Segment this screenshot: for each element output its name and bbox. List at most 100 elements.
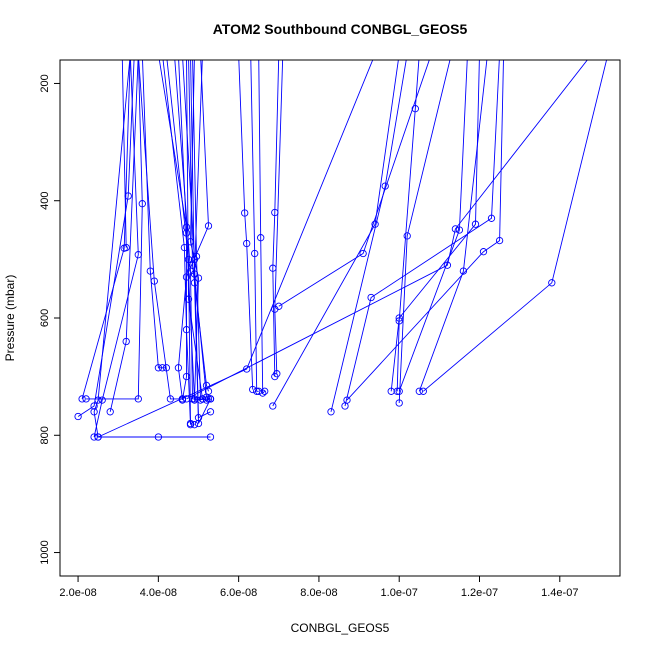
data-point: [259, 389, 267, 397]
data-point: [395, 399, 403, 407]
data-point: [415, 387, 423, 395]
series-line-31: [396, 60, 420, 392]
data-point: [471, 220, 480, 228]
chart-title: ATOM2 Southbound CONBGL_GEOS5: [213, 21, 468, 37]
data-point: [419, 387, 427, 395]
series-line-6: [93, 60, 139, 438]
data-point: [243, 365, 251, 373]
data-point: [124, 192, 132, 200]
series-line-8: [142, 60, 167, 369]
series-line-34: [398, 60, 468, 392]
x-tick-label: 4.0e-08: [140, 587, 177, 599]
data-point: [241, 209, 249, 217]
data-point: [138, 200, 146, 208]
data-point: [82, 395, 90, 403]
series-line-22: [194, 60, 211, 400]
y-tick-label: 400: [39, 192, 51, 210]
data-point: [327, 408, 335, 416]
data-point: [275, 302, 283, 310]
series-layer: [74, 60, 608, 441]
series-line-29: [272, 60, 399, 407]
x-tick-label: 6.0e-08: [220, 587, 257, 599]
data-point: [395, 314, 403, 322]
series-line-33: [398, 60, 451, 404]
data-point: [178, 395, 187, 403]
series-line-4: [77, 60, 135, 417]
data-point: [273, 370, 281, 378]
data-point: [106, 408, 114, 416]
x-tick-label: 1.4e-07: [541, 587, 578, 599]
data-point: [90, 433, 98, 441]
series-line-12: [166, 60, 195, 426]
x-axis-label: CONBGL_GEOS5: [291, 621, 390, 635]
data-point: [387, 387, 395, 395]
series-line-39: [186, 60, 588, 400]
y-tick-label: 600: [39, 309, 51, 327]
data-point: [186, 419, 195, 428]
data-point: [186, 238, 195, 246]
data-point: [495, 236, 504, 245]
data-point: [359, 249, 367, 258]
data-point: [269, 402, 277, 410]
x-axis: 2.0e-08 4.0e-08 6.0e-08 8.0e-08 1.0e-07 1.2e-…: [59, 576, 578, 599]
series-line-27: [274, 60, 284, 374]
data-point: [257, 234, 265, 242]
data-point: [154, 433, 163, 441]
data-point: [243, 239, 251, 248]
data-point: [261, 387, 269, 395]
data-point: [158, 364, 167, 372]
series-line-35: [390, 60, 480, 392]
data-point: [459, 267, 468, 275]
data-point: [182, 273, 191, 281]
data-point: [154, 364, 163, 372]
data-point: [487, 214, 496, 222]
y-axis: 200 400 600 800 1000: [39, 74, 60, 565]
series-line-32: [278, 60, 430, 307]
data-point: [403, 232, 411, 240]
series-line-23: [238, 60, 254, 390]
data-point: [206, 433, 215, 441]
series-line-25: [258, 60, 266, 395]
data-point: [190, 279, 199, 287]
data-point: [251, 249, 259, 258]
series-line-2: [81, 60, 131, 400]
data-point: [90, 402, 98, 410]
data-point: [78, 395, 86, 403]
data-point: [343, 396, 351, 404]
y-axis-label: Pressure (mbar): [3, 275, 17, 362]
data-point: [122, 337, 130, 346]
data-point: [90, 408, 98, 416]
data-point: [194, 419, 203, 428]
series-line-30: [330, 60, 407, 412]
data-point: [455, 226, 464, 234]
data-point: [190, 421, 199, 429]
data-point: [174, 364, 183, 372]
x-tick-label: 1.2e-07: [461, 587, 498, 599]
data-point: [134, 395, 142, 403]
data-point: [94, 433, 102, 441]
data-point: [204, 222, 213, 230]
series-line-26: [272, 60, 280, 377]
data-point: [451, 225, 460, 233]
y-tick-label: 200: [39, 74, 51, 92]
data-point: [182, 395, 191, 403]
series-line-19: [192, 60, 203, 401]
series-line-21: [177, 60, 209, 399]
series-line-24: [250, 60, 259, 392]
data-point: [202, 393, 211, 401]
data-point: [198, 395, 207, 403]
data-point: [98, 396, 106, 404]
data-point: [206, 408, 215, 416]
data-point: [184, 295, 193, 303]
y-tick-label: 800: [39, 426, 51, 444]
data-point: [150, 277, 158, 285]
x-tick-label: 8.0e-08: [300, 587, 337, 599]
series-line-9: [138, 60, 183, 400]
data-point: [190, 270, 199, 278]
data-point: [443, 261, 452, 269]
data-point: [206, 395, 215, 403]
data-point: [120, 244, 128, 252]
data-point: [367, 293, 375, 302]
data-point: [395, 387, 403, 395]
